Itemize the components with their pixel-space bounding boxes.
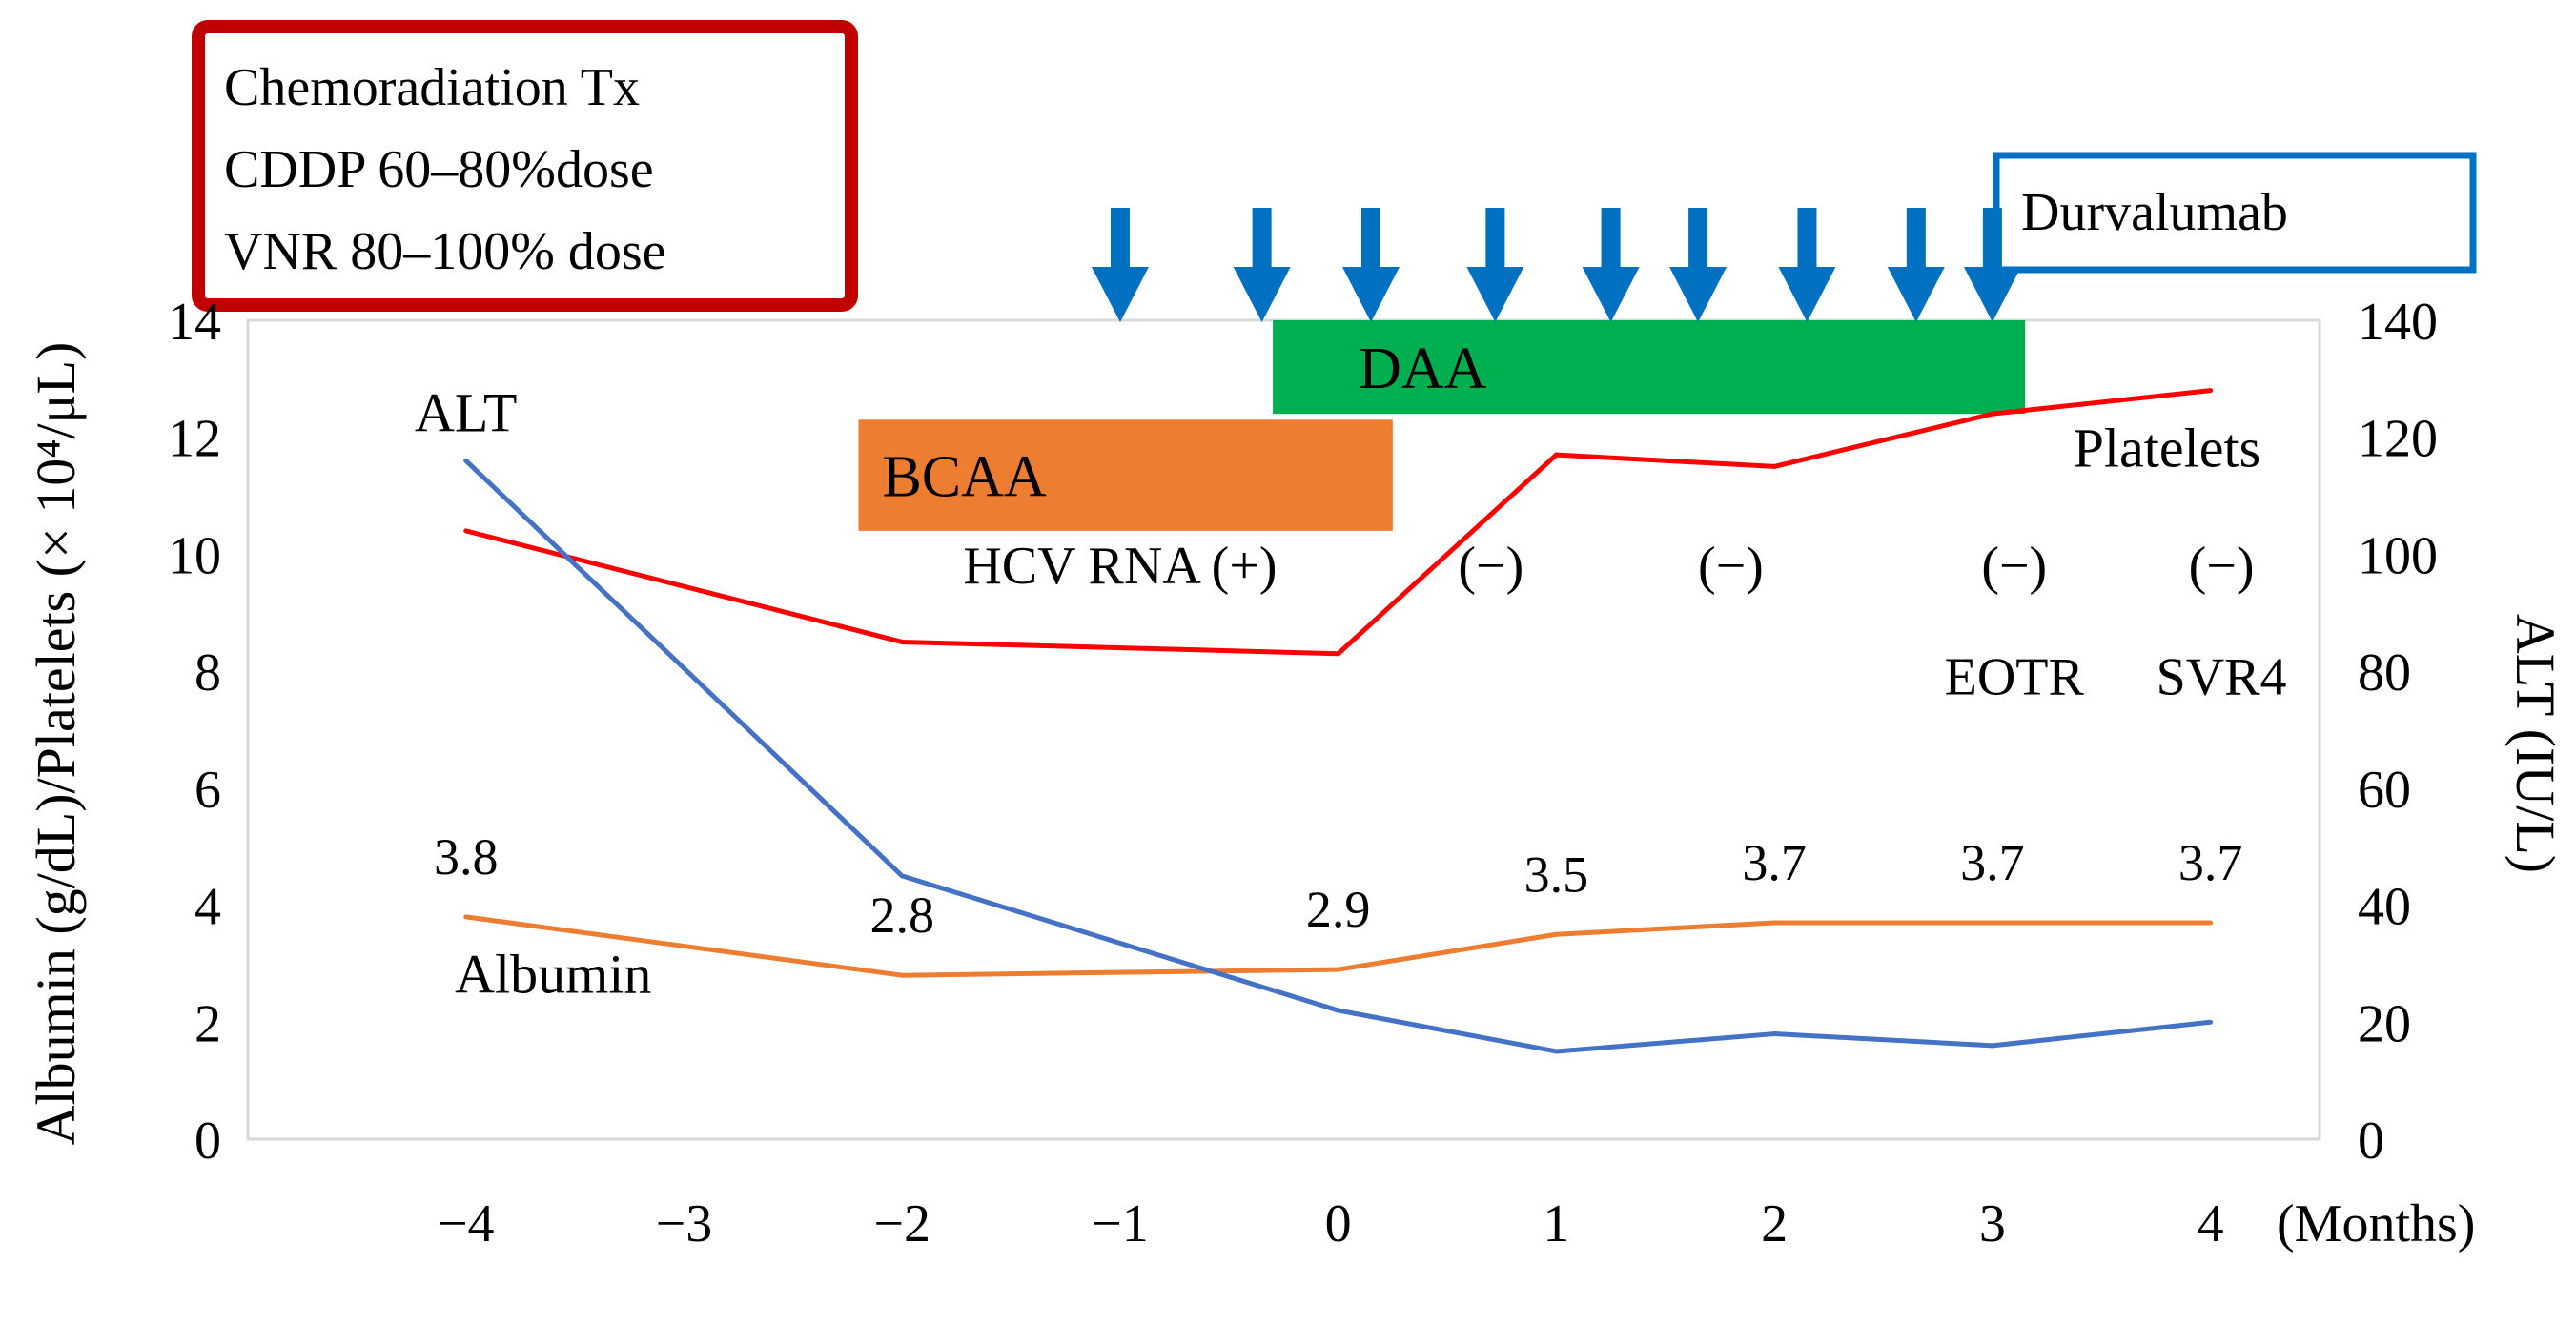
right-y-tick-label: 40: [2358, 878, 2411, 937]
left-y-tick-label: 0: [194, 1111, 221, 1171]
platelets-point: [2208, 388, 2214, 394]
hcv-rna-label: (−): [1981, 537, 2047, 596]
platelets-point: [1553, 452, 1559, 458]
platelets-point: [1336, 651, 1341, 657]
x-tick-label: −3: [656, 1194, 713, 1254]
right-y-tick-label: 60: [2358, 761, 2411, 820]
platelets-point: [1990, 411, 1995, 417]
alt-point: [2208, 1019, 2214, 1025]
right-y-tick-label: 100: [2358, 526, 2438, 585]
left-y-tick-label: 6: [194, 761, 221, 820]
chemoradiation-line-2: CDDP 60–80%dose: [224, 140, 654, 199]
albumin-point: [1553, 931, 1559, 937]
x-axis-unit-label: (Months): [2277, 1194, 2475, 1254]
platelets-series-label: Platelets: [2074, 417, 2261, 479]
alt-point: [1336, 1008, 1341, 1013]
durvalumab-dose-arrow-icon: [1669, 208, 1728, 322]
left-y-tick-label: 14: [168, 293, 221, 352]
right-y-tick-label: 80: [2358, 643, 2411, 703]
durvalumab-label: Durvalumab: [2021, 183, 2288, 242]
right-y-tick-label: 20: [2358, 994, 2411, 1053]
right-y-axis-label: ALT (IU/L): [2504, 614, 2566, 873]
chemoradiation-box: Chemoradiation Tx CDDP 60–80%dose VNR 80…: [192, 20, 858, 312]
chemoradiation-line-1: Chemoradiation Tx: [224, 58, 640, 117]
hcv-rna-label: HCV RNA (+): [963, 537, 1277, 596]
alt-point: [1990, 1043, 1995, 1049]
durvalumab-dose-arrow-icon: [1778, 208, 1836, 322]
durvalumab-box-frame: [1993, 152, 2477, 274]
albumin-point: [1336, 967, 1341, 972]
left-y-tick-label: 2: [194, 994, 221, 1053]
daa-bar: [1273, 320, 2026, 415]
x-axis: −4 −3 −2 −1 0 1 2 3 4 (Months): [438, 1194, 2476, 1254]
albumin-data-label: 3.7: [1742, 834, 1807, 891]
platelets-point: [463, 528, 469, 534]
albumin-data-label: 2.9: [1306, 881, 1371, 938]
right-y-tick-label: 120: [2358, 410, 2438, 469]
durvalumab-dose-arrow-icon: [1466, 208, 1524, 322]
right-y-tick-label: 0: [2358, 1111, 2384, 1171]
x-tick-label: 4: [2198, 1194, 2224, 1254]
alt-point: [463, 458, 469, 463]
hcv-rna-label: (−): [2189, 537, 2255, 596]
alt-point: [899, 873, 905, 879]
x-tick-label: 3: [1979, 1194, 2006, 1254]
milestone-label: EOTR: [1945, 648, 2085, 707]
milestone-label: SVR4: [2157, 648, 2287, 707]
x-tick-label: 1: [1543, 1194, 1569, 1254]
albumin-data-label: 3.7: [2178, 834, 2243, 891]
albumin-point: [899, 972, 905, 978]
albumin-data-label: 3.5: [1524, 846, 1589, 903]
durvalumab-dose-arrow-icon: [1091, 208, 1149, 322]
left-y-tick-label: 12: [168, 410, 221, 469]
durvalumab-dose-arrow-icon: [1963, 208, 2021, 322]
left-y-tick-label: 8: [194, 643, 221, 703]
alt-point: [1771, 1031, 1777, 1037]
bcaa-bar-label: BCAA: [882, 445, 1046, 510]
left-y-axis-label: Albumin (g/dL)/Platelets (× 10⁴/μL): [25, 342, 87, 1146]
albumin-data-label: 3.7: [1960, 834, 2025, 891]
alt-line: [464, 459, 2211, 1054]
albumin-series-label: Albumin: [455, 944, 651, 1006]
x-tick-label: −2: [873, 1194, 930, 1254]
x-tick-label: 0: [1325, 1194, 1352, 1254]
right-y-tick-label: 140: [2358, 293, 2438, 352]
left-y-tick-label: 10: [168, 526, 221, 585]
x-tick-label: −1: [1092, 1194, 1149, 1254]
alt-series-label: ALT: [415, 382, 517, 444]
albumin-point: [1771, 920, 1777, 926]
daa-bar-label: DAA: [1359, 336, 1487, 401]
left-y-tick-label: 4: [194, 878, 221, 937]
durvalumab-box: Durvalumab: [1993, 152, 2477, 274]
albumin-point: [1990, 920, 1995, 926]
platelets-point: [899, 639, 905, 644]
platelets-point: [1771, 463, 1777, 469]
albumin-point: [2208, 920, 2214, 926]
durvalumab-dose-arrow-icon: [1887, 208, 1945, 322]
right-y-axis: 0 20 40 60 80 100 120 140 ALT (IU/L): [2358, 293, 2566, 1171]
durvalumab-dose-arrow-icon: [1233, 208, 1291, 322]
left-y-axis: 0 2 4 6 8 10 12 14 Albumin (g/dL)/Platelets (× …: [25, 293, 250, 1171]
alt-point: [1553, 1049, 1559, 1054]
chemoradiation-box-frame: [192, 20, 858, 312]
hcv-rna-label: (−): [1458, 537, 1523, 596]
chemoradiation-line-3: VNR 80–100% dose: [224, 222, 666, 281]
x-tick-label: 2: [1761, 1194, 1788, 1254]
x-tick-label: −4: [438, 1194, 495, 1254]
albumin-data-label: 2.8: [869, 887, 934, 944]
durvalumab-dose-arrow-icon: [1582, 208, 1640, 322]
durvalumab-dose-arrow-icon: [1341, 208, 1400, 322]
bcaa-bar: [858, 419, 1393, 531]
albumin-data-label: 3.8: [434, 828, 499, 886]
hcv-rna-label: (−): [1698, 537, 1764, 596]
albumin-point: [463, 914, 469, 920]
